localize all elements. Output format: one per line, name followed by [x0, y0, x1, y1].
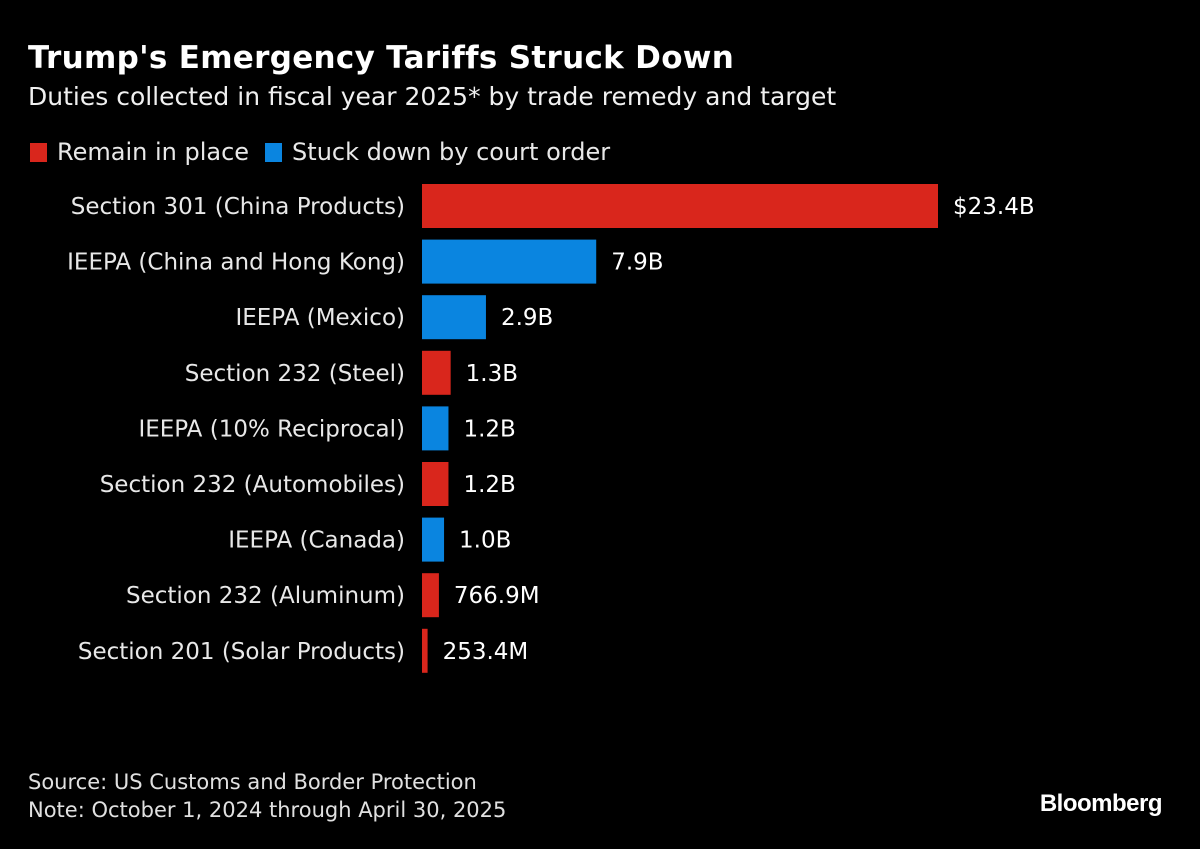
- bloomberg-logo: Bloomberg: [1039, 790, 1163, 817]
- bar: [422, 517, 445, 562]
- footer: Source: US Customs and Border Protection…: [28, 768, 506, 824]
- data-label: 1.2B: [463, 416, 515, 442]
- category-label: Section 232 (Automobiles): [100, 472, 405, 498]
- data-label: $23.4B: [953, 194, 1035, 220]
- bar: [422, 184, 938, 228]
- legend-item-struck: Stuck down by court order: [265, 138, 610, 166]
- data-label: 1.2B: [463, 472, 515, 498]
- category-label: Section 201 (Solar Products): [78, 639, 405, 665]
- data-label: 766.9M: [454, 583, 540, 609]
- data-label: 7.9B: [611, 250, 663, 276]
- category-label: IEEPA (Canada): [228, 528, 405, 554]
- legend-label-remain: Remain in place: [57, 138, 250, 166]
- category-label: IEEPA (10% Reciprocal): [138, 416, 405, 442]
- legend-swatch-struck: [265, 142, 283, 162]
- bar: [422, 573, 439, 618]
- chart-title: Trump's Emergency Tariffs Struck Down: [28, 40, 735, 76]
- bar: [422, 406, 449, 451]
- category-label: IEEPA (China and Hong Kong): [67, 250, 405, 276]
- data-label: 2.9B: [501, 305, 553, 331]
- data-label: 1.3B: [466, 361, 518, 387]
- bar: [422, 628, 428, 673]
- data-label: 253.4M: [443, 639, 529, 665]
- date-note: Note: October 1, 2024 through April 30, …: [28, 798, 507, 822]
- bar: [422, 350, 451, 395]
- legend: Remain in place Stuck down by court orde…: [30, 138, 626, 166]
- legend-label-struck: Stuck down by court order: [292, 138, 611, 166]
- category-label: Section 232 (Aluminum): [126, 583, 405, 609]
- source-note: Source: US Customs and Border Protection: [28, 770, 477, 794]
- bar: [422, 295, 486, 340]
- chart-subtitle: Duties collected in fiscal year 2025* by…: [28, 82, 837, 111]
- category-label: Section 232 (Steel): [185, 361, 405, 387]
- bar: [422, 239, 597, 284]
- bar: [422, 462, 449, 506]
- data-label: 1.0B: [459, 528, 511, 554]
- category-label: IEEPA (Mexico): [235, 305, 405, 331]
- category-label: Section 301 (China Products): [71, 194, 405, 220]
- legend-item-remain: Remain in place: [30, 138, 249, 166]
- legend-swatch-remain: [30, 142, 47, 162]
